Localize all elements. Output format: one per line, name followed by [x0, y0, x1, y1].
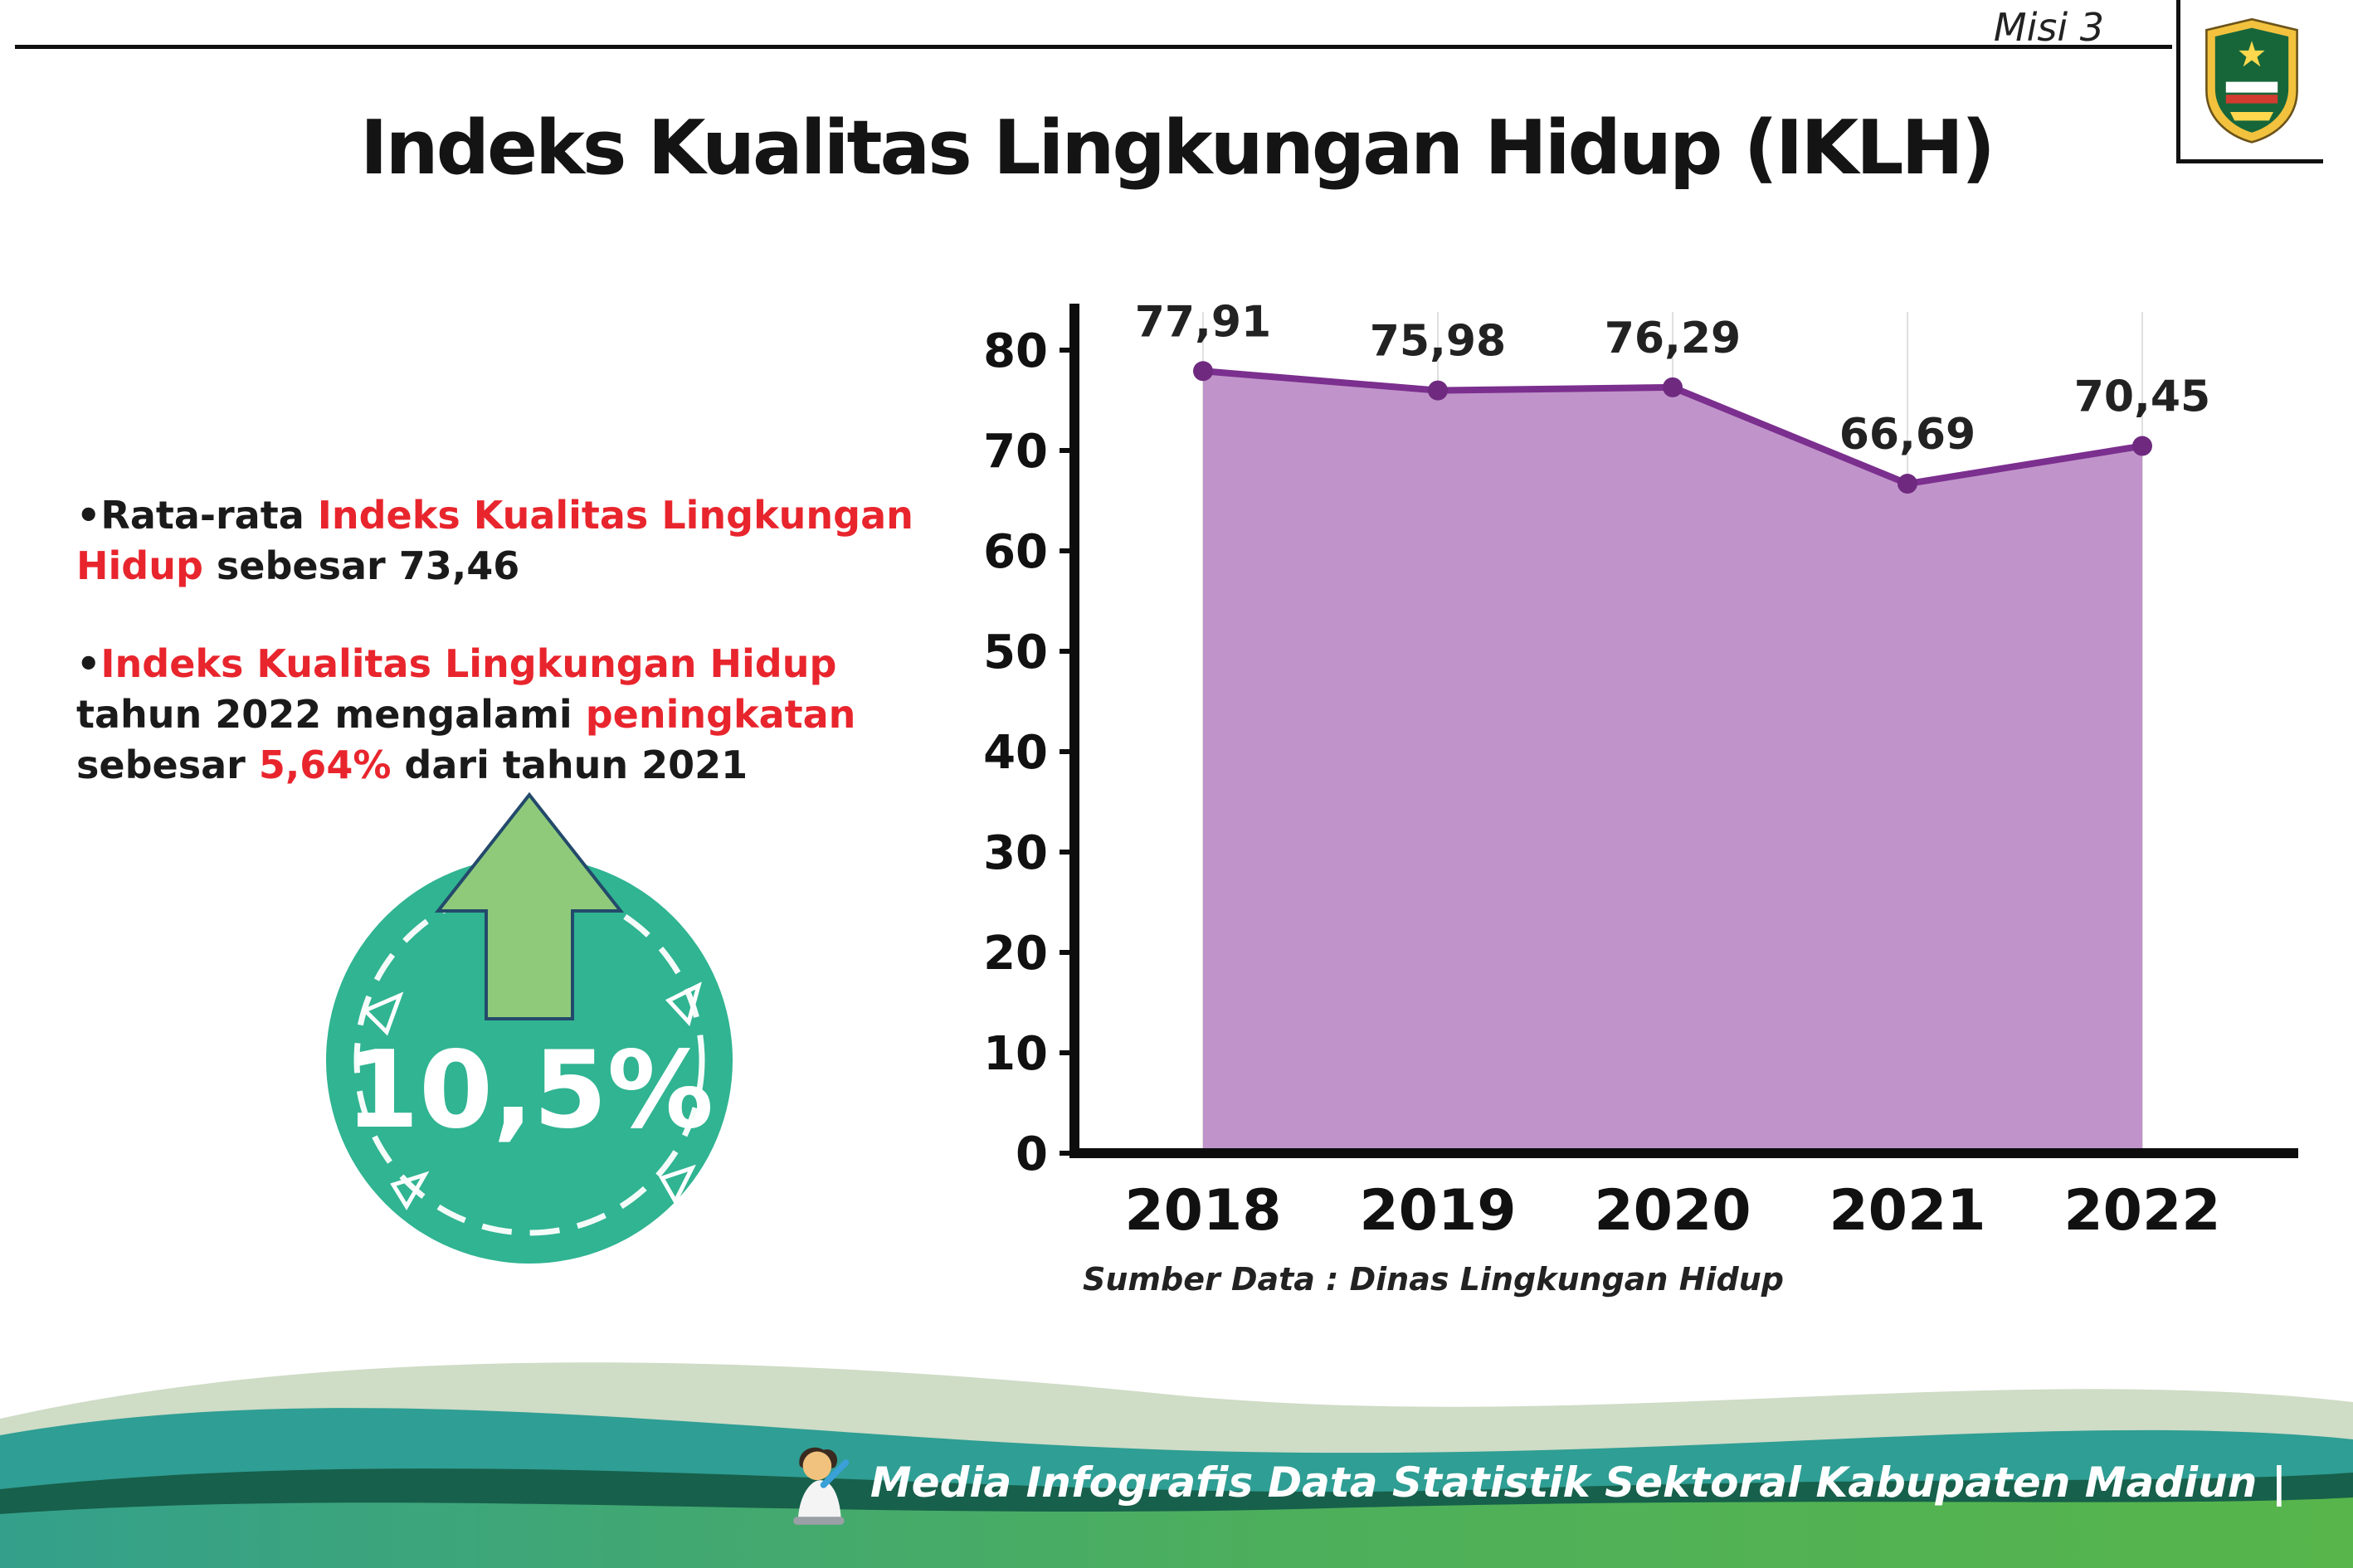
- bullet-marker: •: [76, 493, 101, 538]
- badge-value: 10,5%: [345, 1029, 714, 1152]
- bullet2-highlight-3: 5,64%: [258, 742, 392, 787]
- bullet-marker: •: [76, 641, 101, 687]
- increase-badge: 10,5%: [326, 791, 733, 1264]
- misi-label: Misi 3: [1993, 5, 2104, 50]
- value-label: 70,45: [2074, 373, 2210, 422]
- y-tick-label: 40: [983, 726, 1048, 780]
- footer-wave-decoration: [0, 1362, 2353, 1568]
- y-tick-label: 60: [983, 525, 1048, 579]
- logo-star-icon: [2239, 41, 2265, 67]
- y-tick-label: 10: [983, 1027, 1048, 1081]
- badge-dashed-ring: [353, 884, 705, 1236]
- value-label: 66,69: [1839, 410, 1975, 460]
- y-tick-label: 0: [1016, 1127, 1048, 1181]
- chart-canvas: 0 10 20 30 40 50 60 70 80 77,91 75,98 76,29 66,69 70,…: [983, 297, 2298, 1244]
- badge-triangle-decoration: [390, 1171, 430, 1210]
- mascot-icon: [793, 1447, 850, 1525]
- y-tick-label: 30: [983, 826, 1048, 880]
- value-label: 76,29: [1605, 314, 1741, 363]
- area-fill: [1203, 371, 2142, 1153]
- badge-triangle-decoration: [665, 981, 702, 1027]
- bullet-average-iklh: •Rata-rata Indeks Kualitas Lingkungan Hi…: [76, 490, 923, 591]
- data-point: [1428, 380, 1448, 401]
- value-label: 75,98: [1370, 317, 1506, 367]
- footer-text: Media Infografis Data Statistik Sektoral…: [870, 1458, 2287, 1507]
- y-tick-label: 80: [983, 324, 1048, 378]
- badge-triangle-decoration: [361, 991, 404, 1036]
- bullet2-highlight-2: peningkatan: [585, 692, 856, 738]
- bullet2-text-2: sebesar: [76, 742, 259, 787]
- x-tick-label: 2019: [1359, 1178, 1516, 1244]
- value-label: 77,91: [1135, 297, 1271, 347]
- y-tick-label: 50: [983, 626, 1048, 679]
- bullet-increase-2022: •Indeks Kualitas Lingkungan Hidup tahun …: [76, 639, 923, 790]
- badge-triangle-decoration: [659, 1164, 696, 1206]
- data-point: [2132, 436, 2152, 456]
- key-findings: •Rata-rata Indeks Kualitas Lingkungan Hi…: [76, 452, 923, 839]
- logo-frame: [2176, 0, 2323, 163]
- x-tick-label: 2018: [1124, 1178, 1281, 1244]
- x-tick-label: 2022: [2063, 1178, 2220, 1244]
- y-tick-label: 20: [983, 927, 1048, 981]
- page-title: Indeks Kualitas Lingkungan Hidup (IKLH): [360, 105, 1995, 192]
- kabupaten-madiun-logo: [2205, 17, 2298, 144]
- bullet2-highlight-1: Indeks Kualitas Lingkungan Hidup: [100, 641, 837, 687]
- bullet2-text-1: tahun 2022 mengalami: [76, 692, 586, 738]
- up-arrow-icon: [434, 791, 625, 1020]
- data-point: [1663, 377, 1683, 397]
- data-point: [1193, 361, 1213, 382]
- top-divider-line: [15, 45, 2172, 49]
- x-tick-label: 2020: [1594, 1178, 1751, 1244]
- bullet2-text-3: dari tahun 2021: [391, 742, 748, 787]
- badge-circle: [326, 857, 733, 1264]
- iklh-area-chart: 0 10 20 30 40 50 60 70 80 77,91 75,98 76,29 66,69 70,…: [946, 282, 2323, 1278]
- bullet1-highlight: Indeks Kualitas Lingkungan Hidup: [76, 493, 913, 588]
- bullet1-text-2: sebesar 73,46: [202, 543, 520, 588]
- footer-credit: Media Infografis Data Statistik Sektoral…: [776, 1437, 2287, 1528]
- bullet1-text: Rata-rata: [100, 493, 318, 538]
- wave-green-band: [0, 1497, 2353, 1568]
- data-source-caption: Sumber Data : Dinas Lingkungan Hidup: [1083, 1261, 1784, 1298]
- data-point: [1898, 474, 1917, 494]
- y-tick-label: 70: [983, 425, 1048, 479]
- x-tick-label: 2021: [1829, 1178, 1985, 1244]
